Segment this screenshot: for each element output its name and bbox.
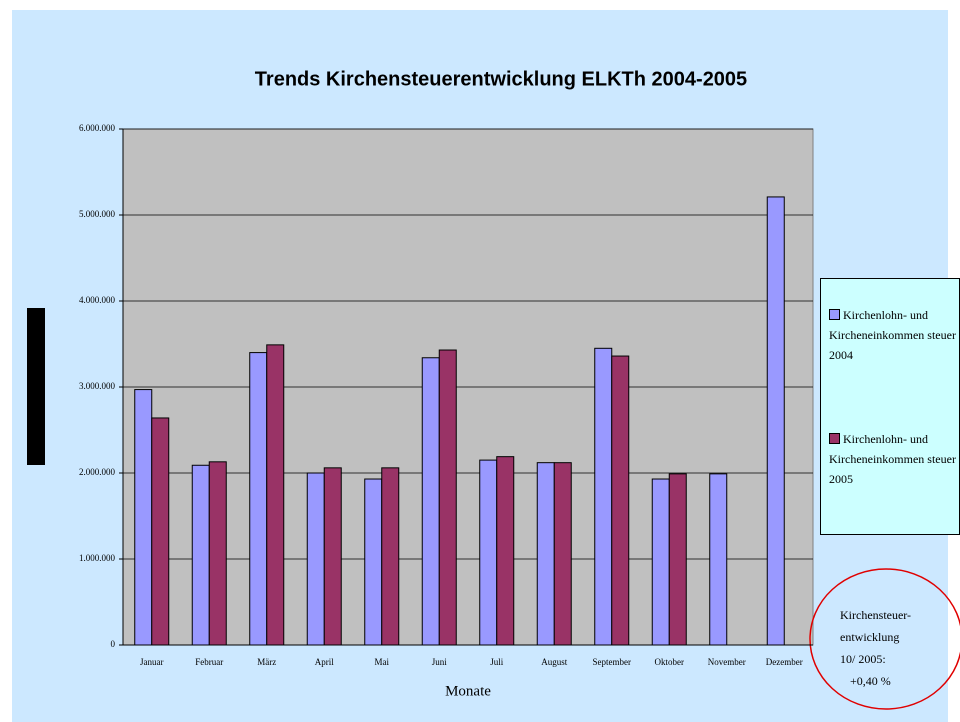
bar: [208, 461, 227, 646]
bar: [134, 389, 153, 646]
annotation-line: entwicklung: [840, 630, 900, 644]
legend-swatch: [829, 433, 840, 444]
y-tick-label: 1.000.000: [79, 553, 116, 563]
bar: [709, 473, 728, 646]
annotation-line: Kirchensteuer-: [840, 608, 912, 622]
bar: [536, 462, 555, 646]
bar: [421, 357, 440, 646]
x-tick-label: September: [593, 657, 632, 667]
legend-swatch: [829, 309, 840, 320]
x-tick-label: März: [257, 657, 276, 667]
redacted-axis-label: [27, 308, 45, 465]
y-tick-label: 5.000.000: [79, 209, 116, 219]
y-tick-label: 4.000.000: [79, 295, 116, 305]
annotation-line: 10/ 2005:: [840, 652, 886, 666]
x-tick-label: Juli: [490, 657, 504, 667]
bar: [594, 347, 613, 646]
legend-label: Kirchenlohn- und Kircheneinkommen steuer…: [829, 432, 956, 486]
bar: [306, 472, 325, 646]
y-tick-label: 2.000.000: [79, 467, 116, 477]
legend-item: Kirchenlohn- und Kircheneinkommen steuer…: [829, 429, 959, 489]
bar: [323, 467, 342, 646]
x-axis-label: Monate: [445, 683, 491, 699]
bar: [438, 349, 457, 646]
bar: [191, 464, 210, 646]
bar: [496, 456, 515, 646]
legend: Kirchenlohn- und Kircheneinkommen steuer…: [820, 278, 960, 535]
bar: [381, 467, 400, 646]
bar: [553, 462, 572, 646]
y-tick-label: 3.000.000: [79, 381, 116, 391]
legend-label: Kirchenlohn- und Kircheneinkommen steuer…: [829, 308, 956, 362]
annotation: Kirchensteuer-entwicklung 10/ 2005: +0,40 …: [840, 604, 950, 692]
bar: [364, 478, 383, 646]
bar: [151, 417, 170, 646]
x-tick-label: August: [541, 657, 568, 667]
y-tick-label: 6.000.000: [79, 123, 116, 133]
chart-title: Trends Kirchensteuerentwicklung ELKTh 20…: [255, 68, 747, 90]
x-tick-label: November: [708, 657, 746, 667]
bar: [651, 478, 670, 646]
x-tick-label: Mai: [375, 657, 390, 667]
x-tick-label: Dezember: [766, 657, 803, 667]
x-tick-label: April: [315, 657, 334, 667]
bar: [611, 355, 630, 646]
bar: [266, 344, 285, 646]
bar: [766, 196, 785, 646]
x-tick-label: Februar: [195, 657, 223, 667]
legend-item: Kirchenlohn- und Kircheneinkommen steuer…: [829, 305, 959, 365]
x-tick-label: Januar: [140, 657, 164, 667]
annotation-ellipse: [809, 568, 960, 710]
annotation-line: +0,40 %: [850, 674, 891, 688]
x-tick-label: Juni: [432, 657, 448, 667]
x-tick-label: Oktober: [655, 657, 685, 667]
bar: [249, 352, 268, 646]
y-tick-label: 0: [111, 639, 116, 649]
bar: [668, 473, 687, 646]
bar: [479, 459, 498, 646]
